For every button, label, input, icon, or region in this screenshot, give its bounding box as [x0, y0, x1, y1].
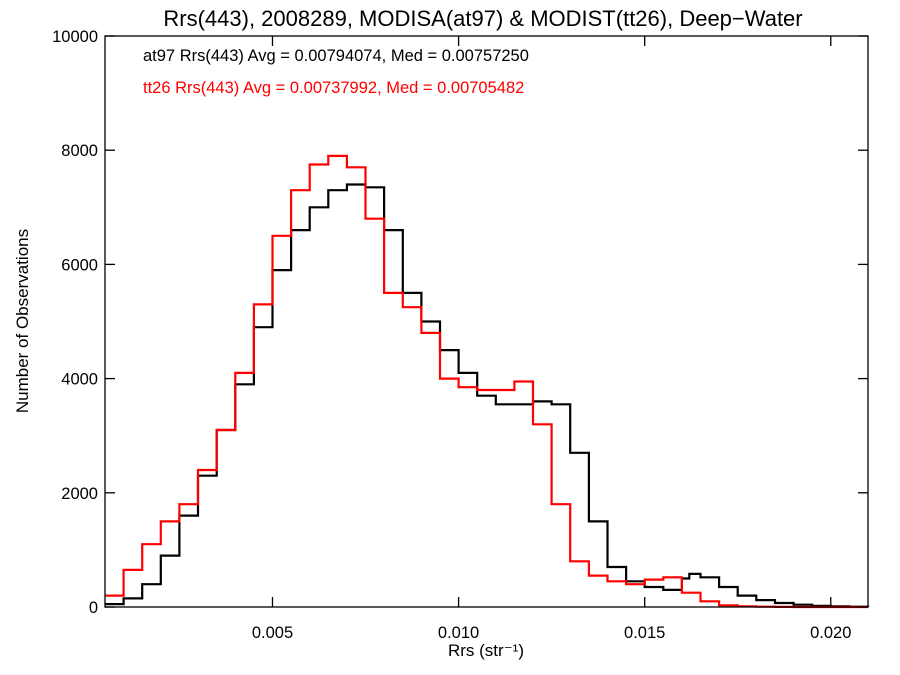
y-tick-label: 4000 — [61, 371, 98, 389]
y-tick-label: 10000 — [52, 28, 98, 46]
chart-title: Rrs(443), 2008289, MODISA(at97) & MODIST… — [163, 6, 802, 31]
x-tick-label: 0.020 — [810, 624, 851, 642]
annotation-at97: at97 Rrs(443) Avg = 0.00794074, Med = 0.… — [143, 47, 529, 65]
x-tick-label: 0.015 — [624, 624, 665, 642]
plot-frame — [104, 35, 869, 608]
y-tick-label: 6000 — [61, 256, 98, 274]
y-axis-label: Number of Observations — [13, 229, 32, 413]
x-tick-label: 0.005 — [252, 624, 293, 642]
y-tick-label: 2000 — [61, 485, 98, 503]
x-axis-label: Rrs (str⁻¹) — [448, 641, 524, 660]
x-tick-label: 0.010 — [438, 624, 479, 642]
series-line-1 — [105, 154, 868, 609]
y-tick-label: 0 — [89, 599, 98, 617]
series-line-0 — [105, 183, 870, 608]
y-tick-label: 8000 — [61, 142, 98, 160]
annotation-tt26: tt26 Rrs(443) Avg = 0.00737992, Med = 0.… — [143, 79, 524, 97]
